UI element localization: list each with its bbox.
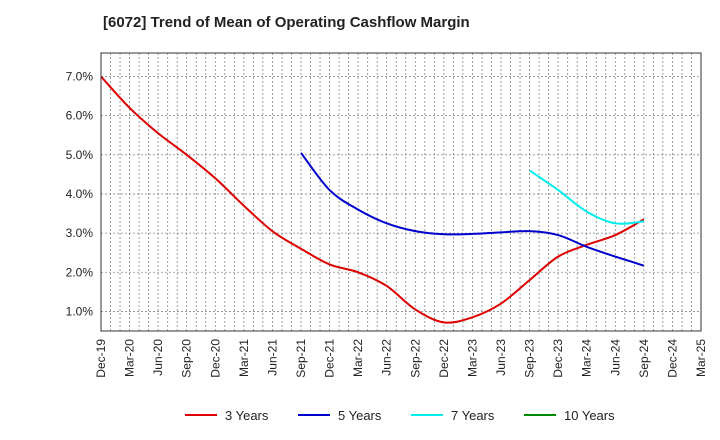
x-tick-label: Dec-23 <box>551 339 565 378</box>
x-tick-label: Dec-19 <box>94 339 108 378</box>
x-tick-label: Sep-21 <box>294 339 308 378</box>
y-tick-label: 1.0% <box>66 304 94 318</box>
x-tick-label: Mar-21 <box>237 339 251 377</box>
legend-label: 5 Years <box>338 408 382 423</box>
x-tick-label: Dec-20 <box>208 339 222 378</box>
x-tick-label: Jun-24 <box>608 339 622 376</box>
legend: 3 Years 5 Years 7 Years 10 Years <box>185 408 615 423</box>
series-layer <box>100 75 645 324</box>
y-tick-label: 6.0% <box>66 109 94 123</box>
x-tick-label: Mar-22 <box>351 339 365 377</box>
y-tick-label: 7.0% <box>66 69 94 83</box>
legend-label: 10 Years <box>564 408 615 423</box>
plot-frame <box>100 52 702 332</box>
y-axis-ticks: 1.0% 2.0% 3.0% 4.0% 5.0% 6.0% 7.0% <box>66 69 94 318</box>
x-tick-label: Sep-23 <box>523 339 537 378</box>
x-tick-label: Sep-22 <box>408 339 422 378</box>
x-tick-label: Sep-24 <box>637 339 651 378</box>
x-tick-label: Mar-20 <box>123 339 137 377</box>
y-tick-label: 5.0% <box>66 148 94 162</box>
x-tick-label: Mar-24 <box>580 339 594 377</box>
y-tick-label: 2.0% <box>66 265 94 279</box>
x-tick-label: Jun-20 <box>151 339 165 376</box>
x-tick-label: Dec-21 <box>323 339 337 378</box>
x-tick-label: Jun-23 <box>494 339 508 376</box>
series-line-3-years <box>100 75 645 324</box>
chart-title: [6072] Trend of Mean of Operating Cashfl… <box>103 14 470 31</box>
x-tick-label: Mar-23 <box>465 339 479 377</box>
x-tick-label: Jun-21 <box>265 339 279 376</box>
x-tick-label: Jun-22 <box>380 339 394 376</box>
x-tick-label: Dec-24 <box>665 339 679 378</box>
x-tick-label: Mar-25 <box>694 339 708 377</box>
series-line-7-years <box>529 169 644 225</box>
y-tick-label: 4.0% <box>66 187 94 201</box>
x-tick-label: Sep-20 <box>180 339 194 378</box>
series-line-5-years <box>300 152 645 267</box>
y-tick-label: 3.0% <box>66 226 94 240</box>
grid-layer <box>101 53 701 331</box>
legend-label: 7 Years <box>451 408 495 423</box>
x-axis-ticks: Dec-19 Mar-20 Jun-20 Sep-20 Dec-20 Mar-21 Jun-… <box>94 339 708 378</box>
legend-label: 3 Years <box>225 408 269 423</box>
x-tick-label: Dec-22 <box>437 339 451 378</box>
